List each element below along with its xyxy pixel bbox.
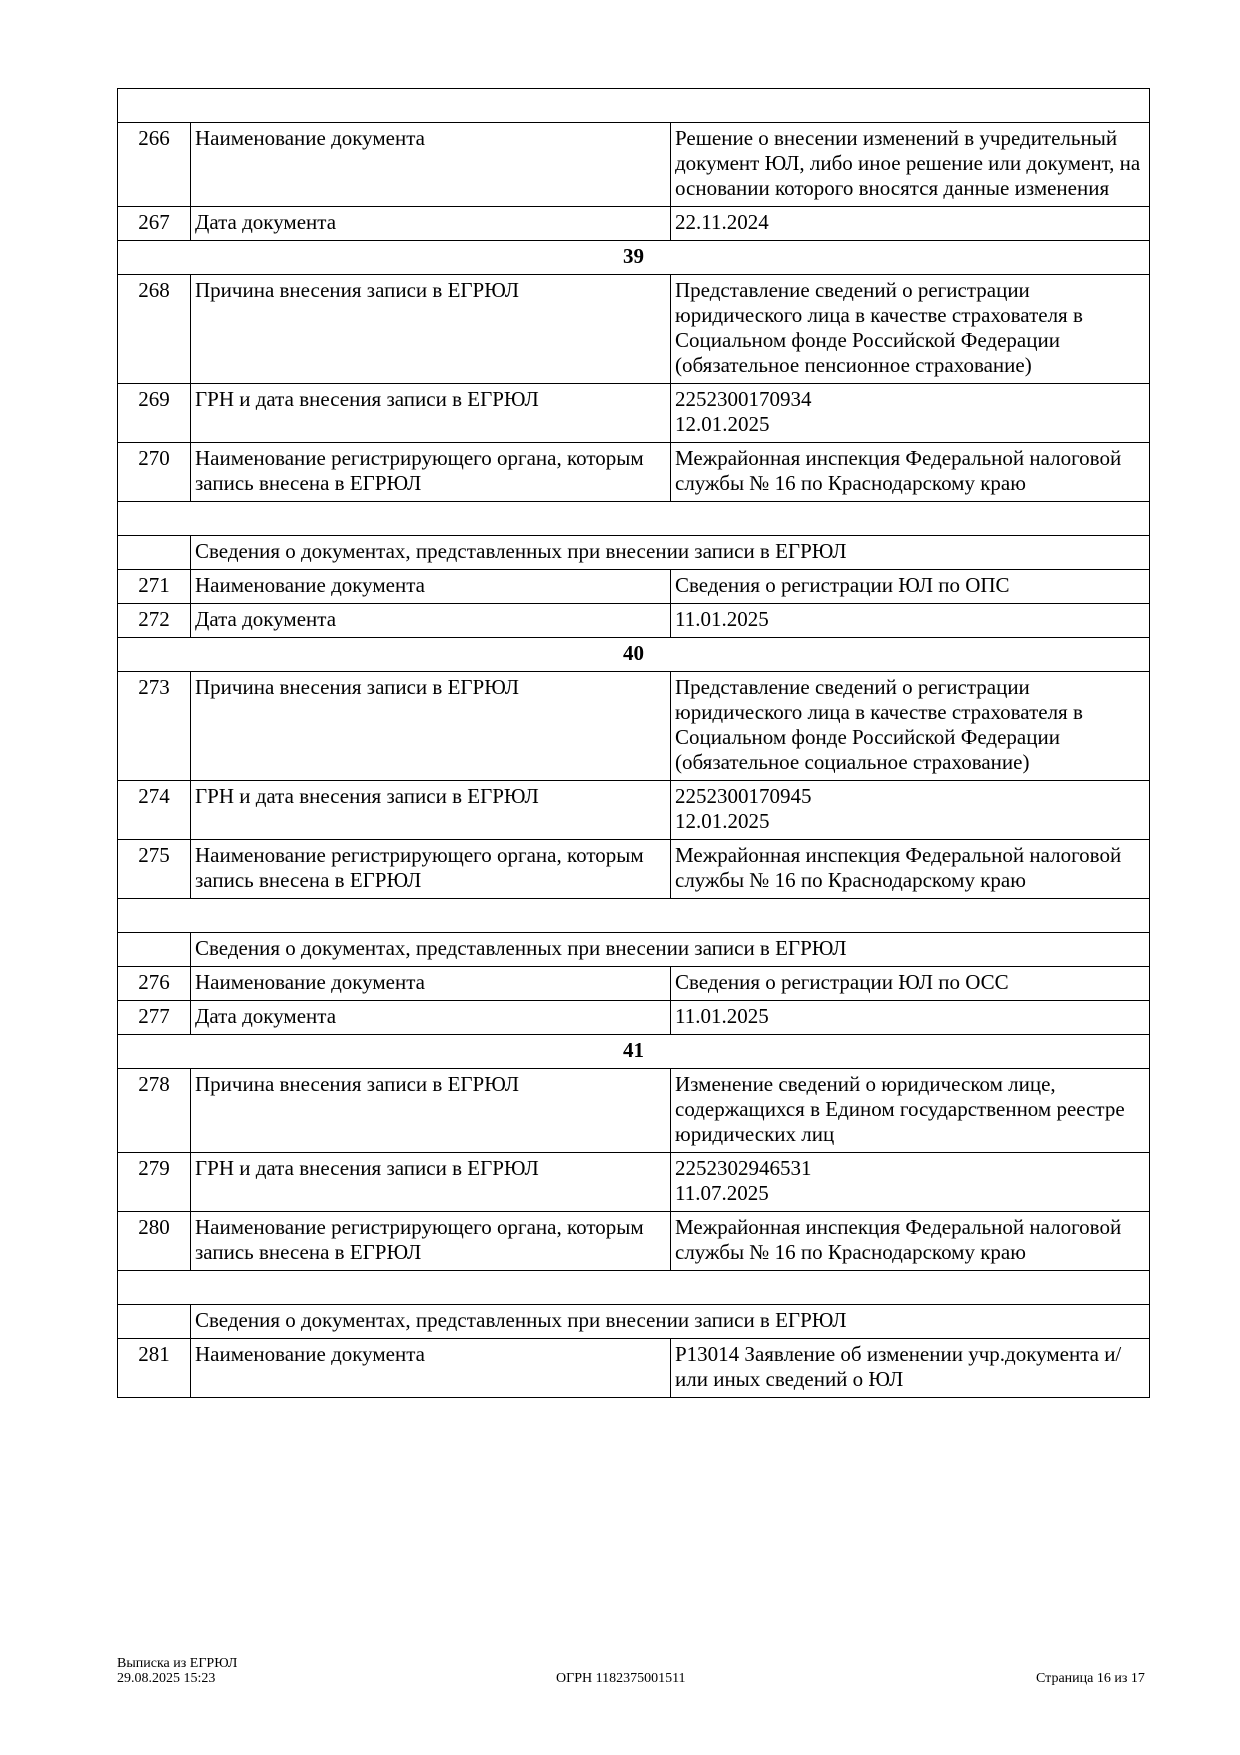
- row-value: Сведения о регистрации ЮЛ по ОСС: [670, 966, 1150, 1001]
- row-label: Дата документа: [190, 603, 671, 638]
- section-number-row: 41: [117, 1034, 1150, 1069]
- row-value: 2252300170934 12.01.2025: [670, 383, 1150, 443]
- row-value: 2252300170945 12.01.2025: [670, 780, 1150, 840]
- row-value: Межрайонная инспекция Федеральной налого…: [670, 442, 1150, 502]
- footer-ogrn: ОГРН 1182375001511: [556, 1671, 686, 1686]
- section-number-row: 40: [117, 637, 1150, 672]
- table-row: 281 Наименование документа Р13014 Заявлени…: [117, 1338, 1150, 1398]
- row-value: 11.01.2025: [670, 603, 1150, 638]
- row-value: Межрайонная инспекция Федеральной налого…: [670, 1211, 1150, 1271]
- row-label: Наименование регистрирующего органа, кот…: [190, 839, 671, 899]
- section-number: 41: [117, 1034, 1150, 1069]
- row-label: Наименование регистрирующего органа, кот…: [190, 1211, 671, 1271]
- row-label: Наименование регистрирующего органа, кот…: [190, 442, 671, 502]
- egrul-extract-table: 266 Наименование документа Решение о внесе…: [117, 88, 1150, 1398]
- table-row: 271 Наименование документа Сведения о реги…: [117, 569, 1150, 604]
- table-row: 278 Причина внесения записи в ЕГРЮЛ Измене…: [117, 1068, 1150, 1153]
- table-row: 279 ГРН и дата внесения записи в ЕГРЮЛ 225…: [117, 1152, 1150, 1212]
- table-row: 275 Наименование регистрирующего органа, …: [117, 839, 1150, 899]
- row-label: Наименование документа: [190, 1338, 671, 1398]
- subheader-blank-cell: [117, 1304, 191, 1339]
- row-label: ГРН и дата внесения записи в ЕГРЮЛ: [190, 1152, 671, 1212]
- row-label: Наименование документа: [190, 122, 671, 207]
- row-label: Дата документа: [190, 1000, 671, 1035]
- row-number: 279: [117, 1152, 191, 1212]
- row-number: 270: [117, 442, 191, 502]
- subheader-text: Сведения о документах, представленных пр…: [190, 535, 1150, 570]
- row-number: 280: [117, 1211, 191, 1271]
- row-number: 266: [117, 122, 191, 207]
- empty-row: [117, 88, 1150, 123]
- section-number-row: 39: [117, 240, 1150, 275]
- row-value: Изменение сведений о юридическом лице, с…: [670, 1068, 1150, 1153]
- table-row: 266 Наименование документа Решение о внесе…: [117, 122, 1150, 207]
- subheader-text: Сведения о документах, представленных пр…: [190, 932, 1150, 967]
- subheader-blank-cell: [117, 932, 191, 967]
- row-value: 22.11.2024: [670, 206, 1150, 241]
- row-number: 269: [117, 383, 191, 443]
- table-row: 274 ГРН и дата внесения записи в ЕГРЮЛ 225…: [117, 780, 1150, 840]
- table-row: 277 Дата документа 11.01.2025: [117, 1000, 1150, 1035]
- row-value: Сведения о регистрации ЮЛ по ОПС: [670, 569, 1150, 604]
- row-value: Представление сведений о регистрации юри…: [670, 274, 1150, 384]
- row-number: 276: [117, 966, 191, 1001]
- subheader-row: Сведения о документах, представленных пр…: [117, 535, 1150, 570]
- row-label: ГРН и дата внесения записи в ЕГРЮЛ: [190, 780, 671, 840]
- table-row: 273 Причина внесения записи в ЕГРЮЛ Предст…: [117, 671, 1150, 781]
- table-row: 272 Дата документа 11.01.2025: [117, 603, 1150, 638]
- empty-row: [117, 501, 1150, 536]
- empty-cell: [117, 1270, 1150, 1305]
- footer-doc-title: Выписка из ЕГРЮЛ: [117, 1656, 238, 1671]
- row-number: 272: [117, 603, 191, 638]
- subheader-row: Сведения о документах, представленных пр…: [117, 1304, 1150, 1339]
- row-label: Причина внесения записи в ЕГРЮЛ: [190, 671, 671, 781]
- footer-page-number: Страница 16 из 17: [1036, 1671, 1145, 1686]
- row-number: 271: [117, 569, 191, 604]
- table-row: 267 Дата документа 22.11.2024: [117, 206, 1150, 241]
- table-row: 269 ГРН и дата внесения записи в ЕГРЮЛ 225…: [117, 383, 1150, 443]
- subheader-blank-cell: [117, 535, 191, 570]
- row-label: Причина внесения записи в ЕГРЮЛ: [190, 274, 671, 384]
- row-value: Представление сведений о регистрации юри…: [670, 671, 1150, 781]
- row-number: 274: [117, 780, 191, 840]
- row-number: 277: [117, 1000, 191, 1035]
- row-label: Наименование документа: [190, 569, 671, 604]
- footer-left: Выписка из ЕГРЮЛ 29.08.2025 15:23: [117, 1656, 237, 1686]
- row-label: Дата документа: [190, 206, 671, 241]
- table-row: 276 Наименование документа Сведения о реги…: [117, 966, 1150, 1001]
- table-row: 268 Причина внесения записи в ЕГРЮЛ Предст…: [117, 274, 1150, 384]
- empty-row: [117, 898, 1150, 933]
- row-number: 273: [117, 671, 191, 781]
- row-number: 278: [117, 1068, 191, 1153]
- row-number: 281: [117, 1338, 191, 1398]
- empty-cell: [117, 501, 1150, 536]
- empty-cell: [117, 898, 1150, 933]
- row-value: Решение о внесении изменений в учредител…: [670, 122, 1150, 207]
- row-value: Межрайонная инспекция Федеральной налого…: [670, 839, 1150, 899]
- subheader-row: Сведения о документах, представленных пр…: [117, 932, 1150, 967]
- table-row: 270 Наименование регистрирующего органа, …: [117, 442, 1150, 502]
- row-value: 2252302946531 11.07.2025: [670, 1152, 1150, 1212]
- row-number: 275: [117, 839, 191, 899]
- section-number: 39: [117, 240, 1150, 275]
- table-row: 280 Наименование регистрирующего органа, …: [117, 1211, 1150, 1271]
- empty-cell: [117, 88, 1150, 123]
- row-label: Наименование документа: [190, 966, 671, 1001]
- row-value: Р13014 Заявление об изменении учр.докуме…: [670, 1338, 1150, 1398]
- empty-row: [117, 1270, 1150, 1305]
- row-value: 11.01.2025: [670, 1000, 1150, 1035]
- row-number: 267: [117, 206, 191, 241]
- table-body: 266 Наименование документа Решение о внесе…: [117, 88, 1150, 1398]
- subheader-text: Сведения о документах, представленных пр…: [190, 1304, 1150, 1339]
- row-label: Причина внесения записи в ЕГРЮЛ: [190, 1068, 671, 1153]
- row-number: 268: [117, 274, 191, 384]
- row-label: ГРН и дата внесения записи в ЕГРЮЛ: [190, 383, 671, 443]
- section-number: 40: [117, 637, 1150, 672]
- footer-datetime: 29.08.2025 15:23: [117, 1671, 216, 1686]
